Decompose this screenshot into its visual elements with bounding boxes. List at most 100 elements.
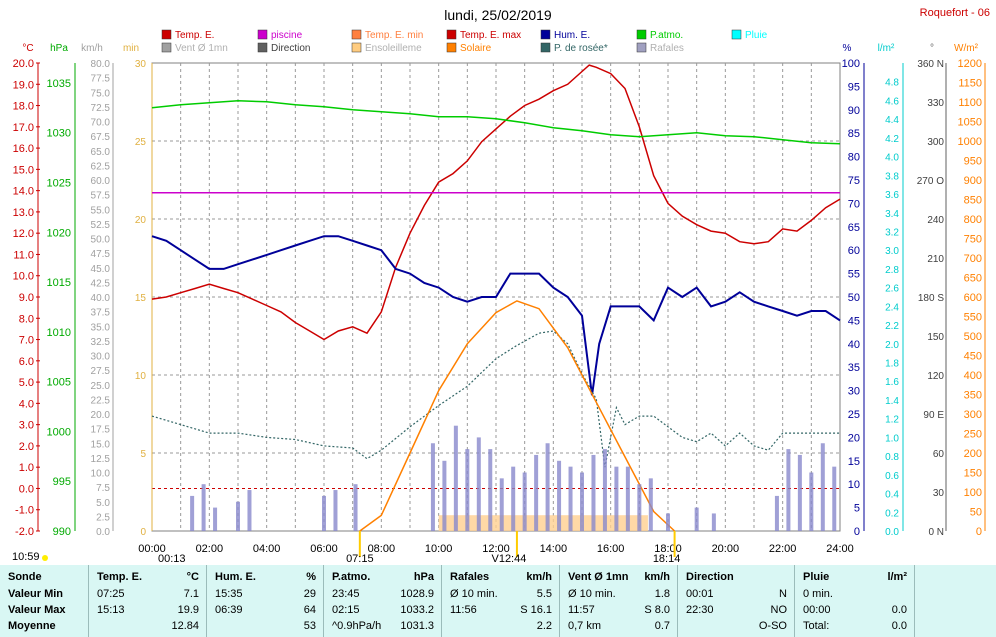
summary-block: Temp. E. °C 07:25 7.1 15:13 19.9 12.84: [88, 565, 207, 637]
tick-wind: 17.5: [91, 425, 111, 436]
legend-swatch: [257, 29, 268, 40]
tick-sun: 20: [135, 215, 147, 226]
legend-swatch: [351, 42, 362, 53]
summary-header-temp: Temp. E.: [97, 571, 143, 583]
gust-bar: [774, 495, 779, 531]
tick-rain: 2.6: [885, 284, 899, 295]
tick-humidity: 15: [848, 456, 860, 468]
tick-pressure: 1005: [47, 377, 71, 389]
summary-rafales-value: 5.5: [536, 588, 552, 600]
tick-direction: 90 E: [923, 410, 944, 421]
tick-humidity: 10: [848, 479, 860, 491]
tick-solar: 400: [964, 370, 982, 382]
gust-bar: [580, 472, 584, 531]
tick-wind: 20.0: [91, 410, 111, 421]
legend-swatch: [446, 29, 457, 40]
summary-unit-pluie: l/m²: [887, 571, 907, 583]
tick-humidity: 80: [848, 152, 860, 164]
summary-pluie-time: 0 min.: [803, 588, 833, 600]
tick-rain: 2.2: [885, 321, 899, 332]
marker-sunrise: 07:15: [346, 553, 374, 565]
summary-header-rafales: Rafales: [450, 571, 490, 583]
legend-label: piscine: [271, 30, 303, 41]
tick-wind: 2.5: [96, 512, 110, 523]
tick-humidity: 25: [848, 409, 860, 421]
summary-vent-value: 0.7: [654, 620, 670, 632]
tick-solar: 1050: [958, 117, 982, 129]
tick-wind: 0.0: [96, 527, 110, 538]
legend-swatch: [731, 29, 742, 40]
summary-patmo-value: 1028.9: [400, 588, 434, 600]
tick-direction: 60: [933, 449, 945, 460]
tick-rain: 3.4: [885, 209, 899, 220]
series-p-atmo-: [151, 100, 841, 145]
summary-pluie-value: 0.0: [891, 604, 907, 616]
gust-bar: [666, 513, 670, 531]
tick-rain: 1.0: [885, 433, 899, 444]
tick-direction: 240: [927, 215, 944, 226]
summary-row-label: Moyenne: [8, 620, 56, 632]
tick-temp: 3.0: [19, 420, 34, 432]
legend-label: P. de rosée*: [554, 43, 608, 54]
tick-wind: 55.0: [91, 205, 111, 216]
axis-unit-direction: °: [930, 43, 934, 54]
weather-chart: lundi, 25/02/2019 Roquefort - 06 Temp. E. p…: [12, 7, 990, 565]
tick-x: 06:00: [310, 543, 338, 555]
tick-wind: 65.0: [91, 147, 111, 158]
gust-bar: [797, 454, 802, 531]
series-solaire: [359, 300, 676, 532]
tick-rain: 3.0: [885, 246, 899, 257]
summary-temp-value: 12.84: [171, 620, 199, 632]
tick-wind: 57.5: [91, 191, 111, 202]
tick-humidity: 5: [854, 503, 860, 515]
summary-header-patmo: P.atmo.: [332, 571, 371, 583]
gust-bar: [809, 472, 814, 531]
tick-rain: 0.4: [885, 490, 899, 501]
tick-x: 20:00: [712, 543, 740, 555]
tick-pressure: 1010: [47, 327, 71, 339]
tick-humidity: 30: [848, 386, 860, 398]
tick-wind: 10.0: [91, 469, 111, 480]
tick-humidity: 70: [848, 198, 860, 210]
summary-hum-time: 06:39: [215, 604, 243, 616]
tick-wind: 45.0: [91, 264, 111, 275]
legend-label: Hum. E.: [554, 30, 590, 41]
summary-unit-rafales: km/h: [526, 571, 552, 583]
tick-solar: 700: [964, 253, 982, 265]
tick-pressure: 1015: [47, 277, 71, 289]
axis-unit-pressure: hPa: [50, 43, 68, 54]
gust-bar: [322, 495, 326, 531]
gust-bar: [568, 466, 573, 531]
legend-label: Ensoleilleme: [365, 43, 422, 54]
summary-direction-value: O-SO: [758, 620, 787, 632]
tick-rain: 4.2: [885, 134, 899, 145]
tick-solar: 300: [964, 409, 982, 421]
gust-bar: [476, 437, 481, 531]
tick-humidity: 0: [854, 526, 860, 538]
tick-solar: 1100: [958, 97, 982, 109]
tick-x: 02:00: [196, 543, 224, 555]
tick-solar: 250: [964, 429, 982, 441]
tick-wind: 52.5: [91, 220, 111, 231]
tick-solar: 600: [964, 292, 982, 304]
tick-solar: 550: [964, 312, 982, 324]
tick-wind: 35.0: [91, 322, 111, 333]
tick-solar: 350: [964, 390, 982, 402]
tick-x: 00:00: [138, 543, 166, 555]
tick-wind: 70.0: [91, 118, 111, 129]
series-hum-e-: [151, 235, 841, 396]
summary-patmo-time: 02:15: [332, 604, 360, 616]
marker-sunset: 18:14: [653, 553, 681, 565]
legend-label: Pluie: [745, 30, 768, 41]
tick-solar: 50: [970, 507, 982, 519]
tick-temp: -2.0: [15, 526, 34, 538]
tick-wind: 5.0: [96, 498, 110, 509]
tick-rain: 1.2: [885, 415, 899, 426]
tick-wind: 80.0: [91, 59, 111, 70]
tick-temp: 0.0: [19, 483, 34, 495]
tick-wind: 42.5: [91, 278, 111, 289]
summary-header-hum: Hum. E.: [215, 571, 256, 583]
axis-unit-humidity: %: [843, 43, 852, 54]
tick-sun: 25: [135, 137, 147, 148]
gust-bar: [333, 490, 338, 531]
